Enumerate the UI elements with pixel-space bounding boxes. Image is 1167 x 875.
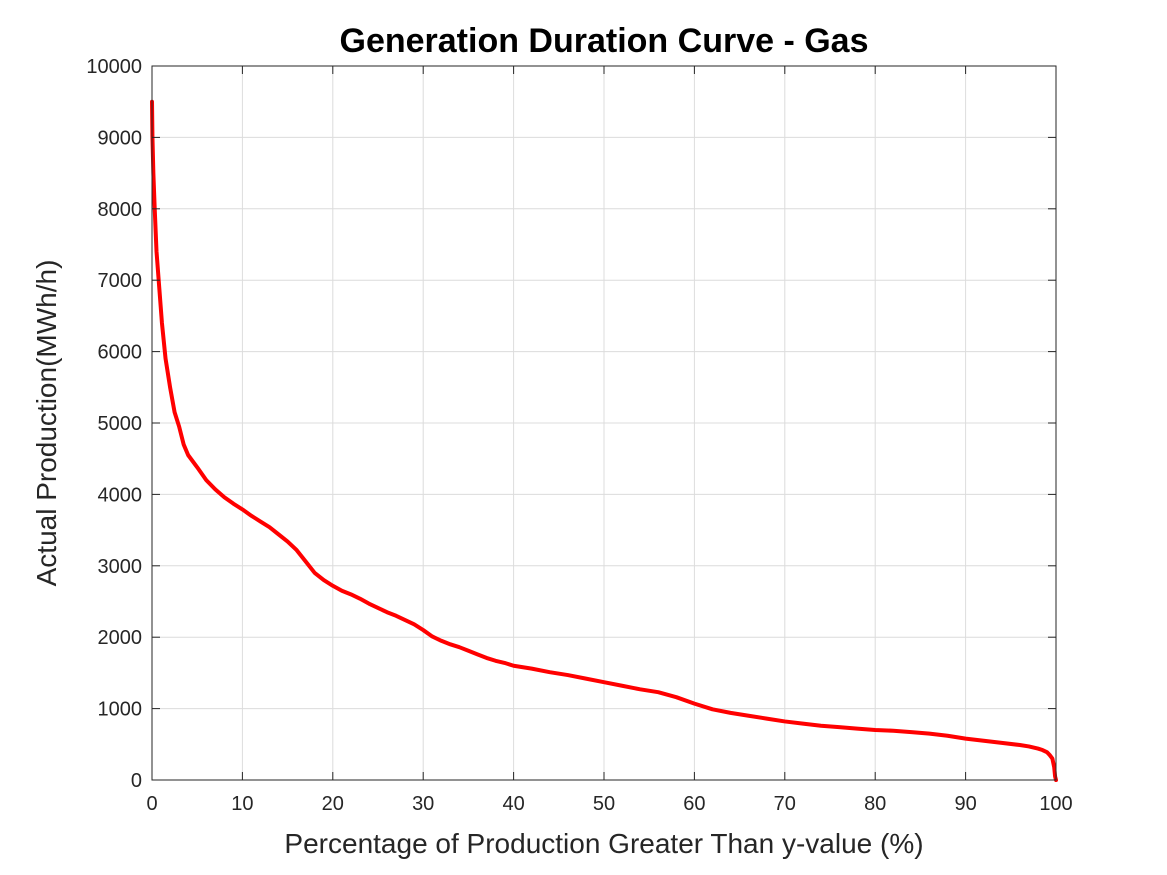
x-axis-label: Percentage of Production Greater Than y-… <box>284 828 923 859</box>
x-tick-label: 0 <box>146 793 157 815</box>
y-tick-label: 4000 <box>98 484 143 506</box>
x-tick-label: 10 <box>231 793 253 815</box>
x-tick-label: 70 <box>774 793 796 815</box>
y-tick-label: 2000 <box>98 627 143 649</box>
x-tick-label: 90 <box>954 793 976 815</box>
y-tick-label: 7000 <box>98 270 143 292</box>
y-axis-label: Actual Production(MWh/h) <box>31 260 62 587</box>
y-tick-label: 10000 <box>86 56 142 78</box>
x-tick-label: 30 <box>412 793 434 815</box>
y-tick-label: 8000 <box>98 199 143 221</box>
chart-title: Generation Duration Curve - Gas <box>340 22 869 60</box>
y-tick-labels: 0 1000 2000 3000 4000 5000 6000 7000 8000 9000 100… <box>86 56 142 792</box>
tick-marks <box>151 65 1057 781</box>
x-tick-label: 40 <box>502 793 524 815</box>
y-tick-label: 9000 <box>98 127 143 149</box>
y-tick-label: 0 <box>131 770 142 792</box>
y-tick-label: 5000 <box>98 413 143 435</box>
x-tick-label: 20 <box>322 793 344 815</box>
x-tick-label: 100 <box>1039 793 1072 815</box>
y-tick-label: 3000 <box>98 556 143 578</box>
x-tick-label: 50 <box>593 793 615 815</box>
x-tick-label: 60 <box>683 793 705 815</box>
x-tick-labels: 0 10 20 30 40 50 60 70 80 90 100 <box>146 793 1072 815</box>
x-tick-label: 80 <box>864 793 886 815</box>
series-layer <box>150 99 1058 782</box>
y-tick-label: 1000 <box>98 699 143 721</box>
gas-duration-line <box>150 99 1058 782</box>
y-tick-label: 6000 <box>98 342 143 364</box>
